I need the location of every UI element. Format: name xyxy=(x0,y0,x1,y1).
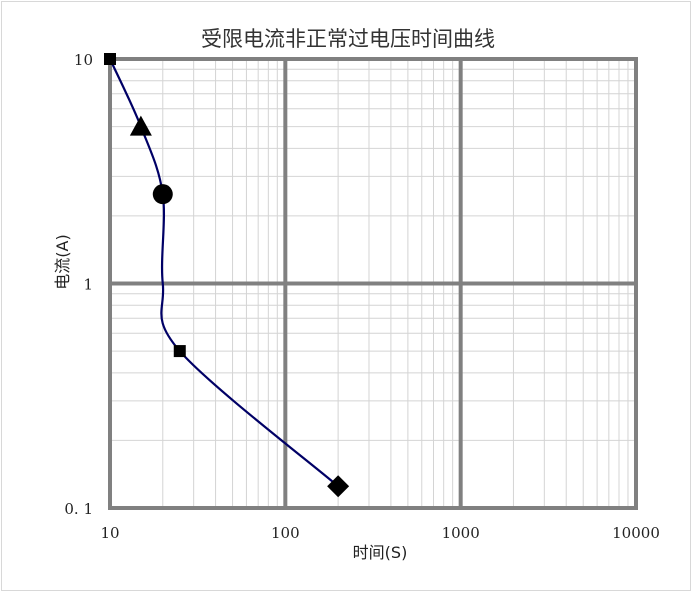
y-tick-label: 0. 1 xyxy=(64,500,93,518)
x-tick-label: 1000 xyxy=(442,524,480,542)
square-marker xyxy=(104,53,116,65)
y-axis-label: 电流(A) xyxy=(53,234,72,289)
chart-title: 受限电流非正常过电压时间曲线 xyxy=(201,27,495,51)
x-tick-label: 10000 xyxy=(612,524,660,542)
circle-marker xyxy=(152,184,173,205)
x-tick-label: 100 xyxy=(271,524,300,542)
y-tick-label: 1 xyxy=(83,276,93,294)
triangle-marker xyxy=(129,115,152,136)
diamond-marker xyxy=(327,475,350,498)
x-axis-label: 时间(S) xyxy=(353,543,408,562)
major-grid xyxy=(108,57,638,510)
x-tick-label: 10 xyxy=(100,524,119,542)
square-marker xyxy=(173,345,186,358)
y-tick-label: 10 xyxy=(74,51,93,69)
